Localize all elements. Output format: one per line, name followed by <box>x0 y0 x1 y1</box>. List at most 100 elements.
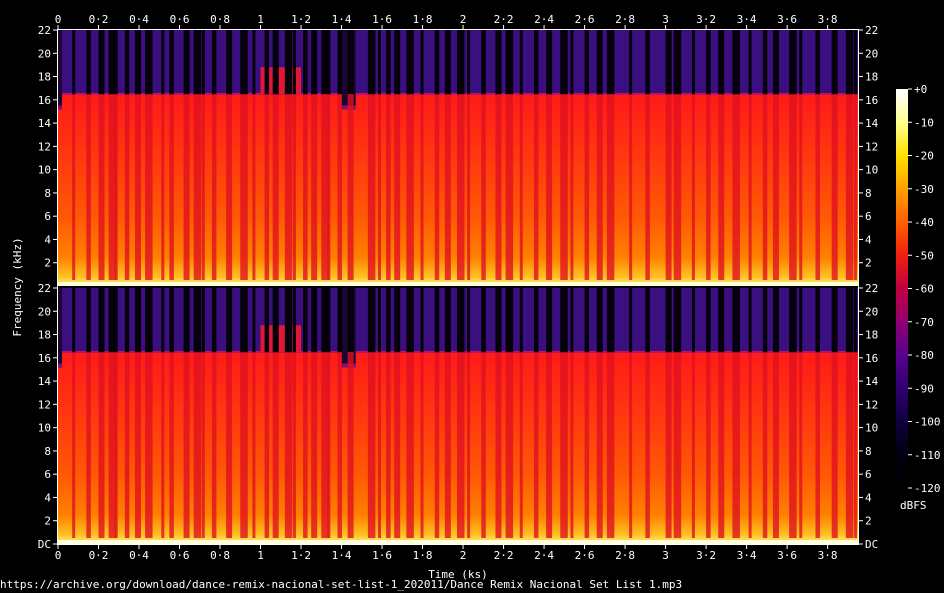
y-tick-label-right: 8 <box>865 187 872 200</box>
y-tick-label-left: 18 <box>38 329 51 342</box>
dropout-streak <box>211 94 217 280</box>
colorbar-label: dBFS <box>900 499 927 512</box>
dropout-streak <box>456 352 465 538</box>
dropout-streak <box>327 352 331 538</box>
y-tick-label-left: 4 <box>44 233 51 246</box>
dropout-gap <box>108 30 117 95</box>
dropout-gap <box>706 288 711 353</box>
dropout-streak <box>311 94 318 280</box>
dropout-streak <box>114 94 118 280</box>
dropout-streak <box>86 352 91 538</box>
dropout-streak <box>240 352 248 538</box>
x-tick-label-top: 0·6 <box>170 13 190 26</box>
dropout-gap <box>546 288 553 353</box>
dropout-streak <box>327 94 331 280</box>
dropout-gap <box>456 288 465 353</box>
dropout-gap <box>831 30 838 95</box>
dropout-streak <box>481 94 486 280</box>
dropout-streak <box>799 94 803 280</box>
dropout-streak <box>303 94 308 280</box>
dropout-gap <box>98 30 105 95</box>
dropout-gap <box>673 30 682 95</box>
dropout-gap <box>815 288 820 353</box>
dropout-streak <box>706 94 711 280</box>
y-tick-label-left: 14 <box>38 117 52 130</box>
dropout-streak <box>272 352 279 538</box>
dropout-gap <box>420 30 424 95</box>
dropout-streak <box>748 352 752 538</box>
dropout-gap <box>264 30 270 95</box>
dropout-gap <box>505 30 514 95</box>
colorbar-tick-label: +0 <box>914 83 927 96</box>
dropout-streak <box>495 352 502 538</box>
dropout-gap <box>386 288 391 353</box>
colorbar-tick-label: -120 <box>914 482 941 495</box>
colorbar-tick-label: -110 <box>914 449 941 462</box>
dropout-gap <box>193 30 202 95</box>
dropout-gap <box>134 30 141 95</box>
dropout-streak <box>560 352 568 538</box>
dropout-gap <box>337 30 342 95</box>
y-tick-label-right: 16 <box>865 94 878 107</box>
dropout-gap <box>560 30 568 95</box>
dropout-streak <box>72 94 76 280</box>
dropout-gap <box>845 288 854 353</box>
dropout-streak <box>264 352 270 538</box>
dropout-streak <box>444 94 451 280</box>
low-cutoff-edge <box>58 105 63 110</box>
dropout-gap <box>394 288 401 353</box>
dropout-gap <box>732 30 740 95</box>
y-tick-label-right: 18 <box>865 71 878 84</box>
x-tick-label-bottom: 3·6 <box>777 549 797 562</box>
dropout-gap <box>406 288 414 353</box>
dropout-streak <box>762 352 768 538</box>
x-tick-label-top: 0·2 <box>89 13 109 26</box>
dropout-streak <box>665 94 672 280</box>
dropout-streak <box>519 352 523 538</box>
dropout-streak <box>467 352 471 538</box>
dropout-gap <box>481 288 486 353</box>
dropout-streak <box>546 94 553 280</box>
dropout-gap <box>367 288 376 353</box>
dropout-gap <box>114 288 118 353</box>
dropout-gap <box>789 30 797 95</box>
dropout-streak <box>799 352 803 538</box>
dropout-gap <box>321 30 329 95</box>
dropout-gap <box>124 30 130 95</box>
dropout-streak <box>815 94 820 280</box>
dropout-streak <box>98 94 105 280</box>
axes: 0 0 0·2 0·2 0·4 0·4 0·6 0·6 0·8 0·8 1 1 1·2 1·2 1·4 1·4… <box>38 13 879 562</box>
dropout-streak <box>321 94 329 280</box>
x-tick-label-top: 3 <box>662 13 669 26</box>
x-tick-label-top: 1 <box>257 13 264 26</box>
dropout-gap <box>772 288 779 353</box>
dropout-gap <box>272 288 279 353</box>
y-tick-label-right: 10 <box>865 164 878 177</box>
dropout-streak <box>226 352 233 538</box>
dropout-streak <box>337 94 342 280</box>
x-tick-label-bottom: 1·2 <box>291 549 311 562</box>
x-tick-label-bottom: 3 <box>662 549 669 562</box>
y-tick-label-left: 4 <box>44 491 51 504</box>
y-tick-label-right: 12 <box>865 140 878 153</box>
dc-band <box>58 540 858 544</box>
x-tick-label-top: 2 <box>460 13 467 26</box>
dropout-gap <box>546 30 553 95</box>
spectrogram-left-channel <box>58 30 858 286</box>
dropout-gap <box>762 288 768 353</box>
dropout-gap <box>467 288 471 353</box>
dropout-streak <box>386 94 391 280</box>
y-tick-label-right: 14 <box>865 117 879 130</box>
y-tick-label-right: 6 <box>865 210 872 223</box>
y-tick-label-right: 8 <box>865 445 872 458</box>
dropout-streak <box>467 94 471 280</box>
dropout-gap <box>533 288 539 353</box>
dropout-streak <box>570 352 574 538</box>
dropout-gap <box>292 30 296 95</box>
low-cutoff-segment <box>58 288 63 364</box>
dropout-gap <box>645 30 650 95</box>
y-tick-label-left: 12 <box>38 140 51 153</box>
dropout-gap <box>183 30 190 95</box>
y-tick-label-left: 2 <box>44 515 51 528</box>
y-tick-label-right: 4 <box>865 233 872 246</box>
